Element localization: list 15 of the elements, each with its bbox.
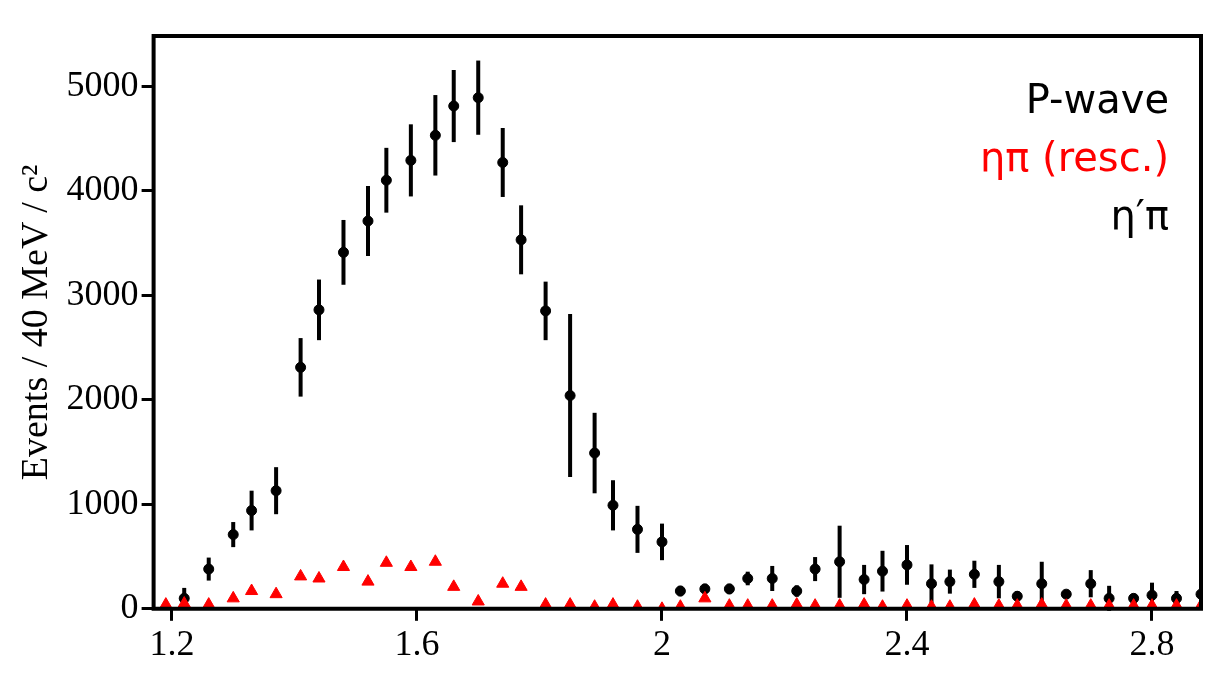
x-tick-label: 2.8 — [1129, 622, 1175, 663]
text: η′π — [1109, 191, 1169, 240]
y-tick-label: 2000 — [66, 377, 139, 418]
legend-title: P-wave — [1024, 75, 1169, 124]
x-tick-label: 1.6 — [394, 622, 440, 663]
x-tick-label: 2.4 — [884, 622, 930, 663]
y-tick-label: 5000 — [66, 63, 139, 104]
y-tick-label: 3000 — [66, 272, 139, 313]
x-tick-label: 2 — [652, 622, 671, 663]
x-tick-label: 1.2 — [149, 622, 195, 663]
y-tick-label: 4000 — [66, 168, 139, 209]
y-tick-label: 0 — [120, 586, 139, 627]
y-tick-label: 1000 — [66, 481, 139, 522]
text: ηπ (resc.) — [979, 133, 1169, 182]
y-axis-title: Events / 40 MeV / c² — [12, 164, 55, 481]
